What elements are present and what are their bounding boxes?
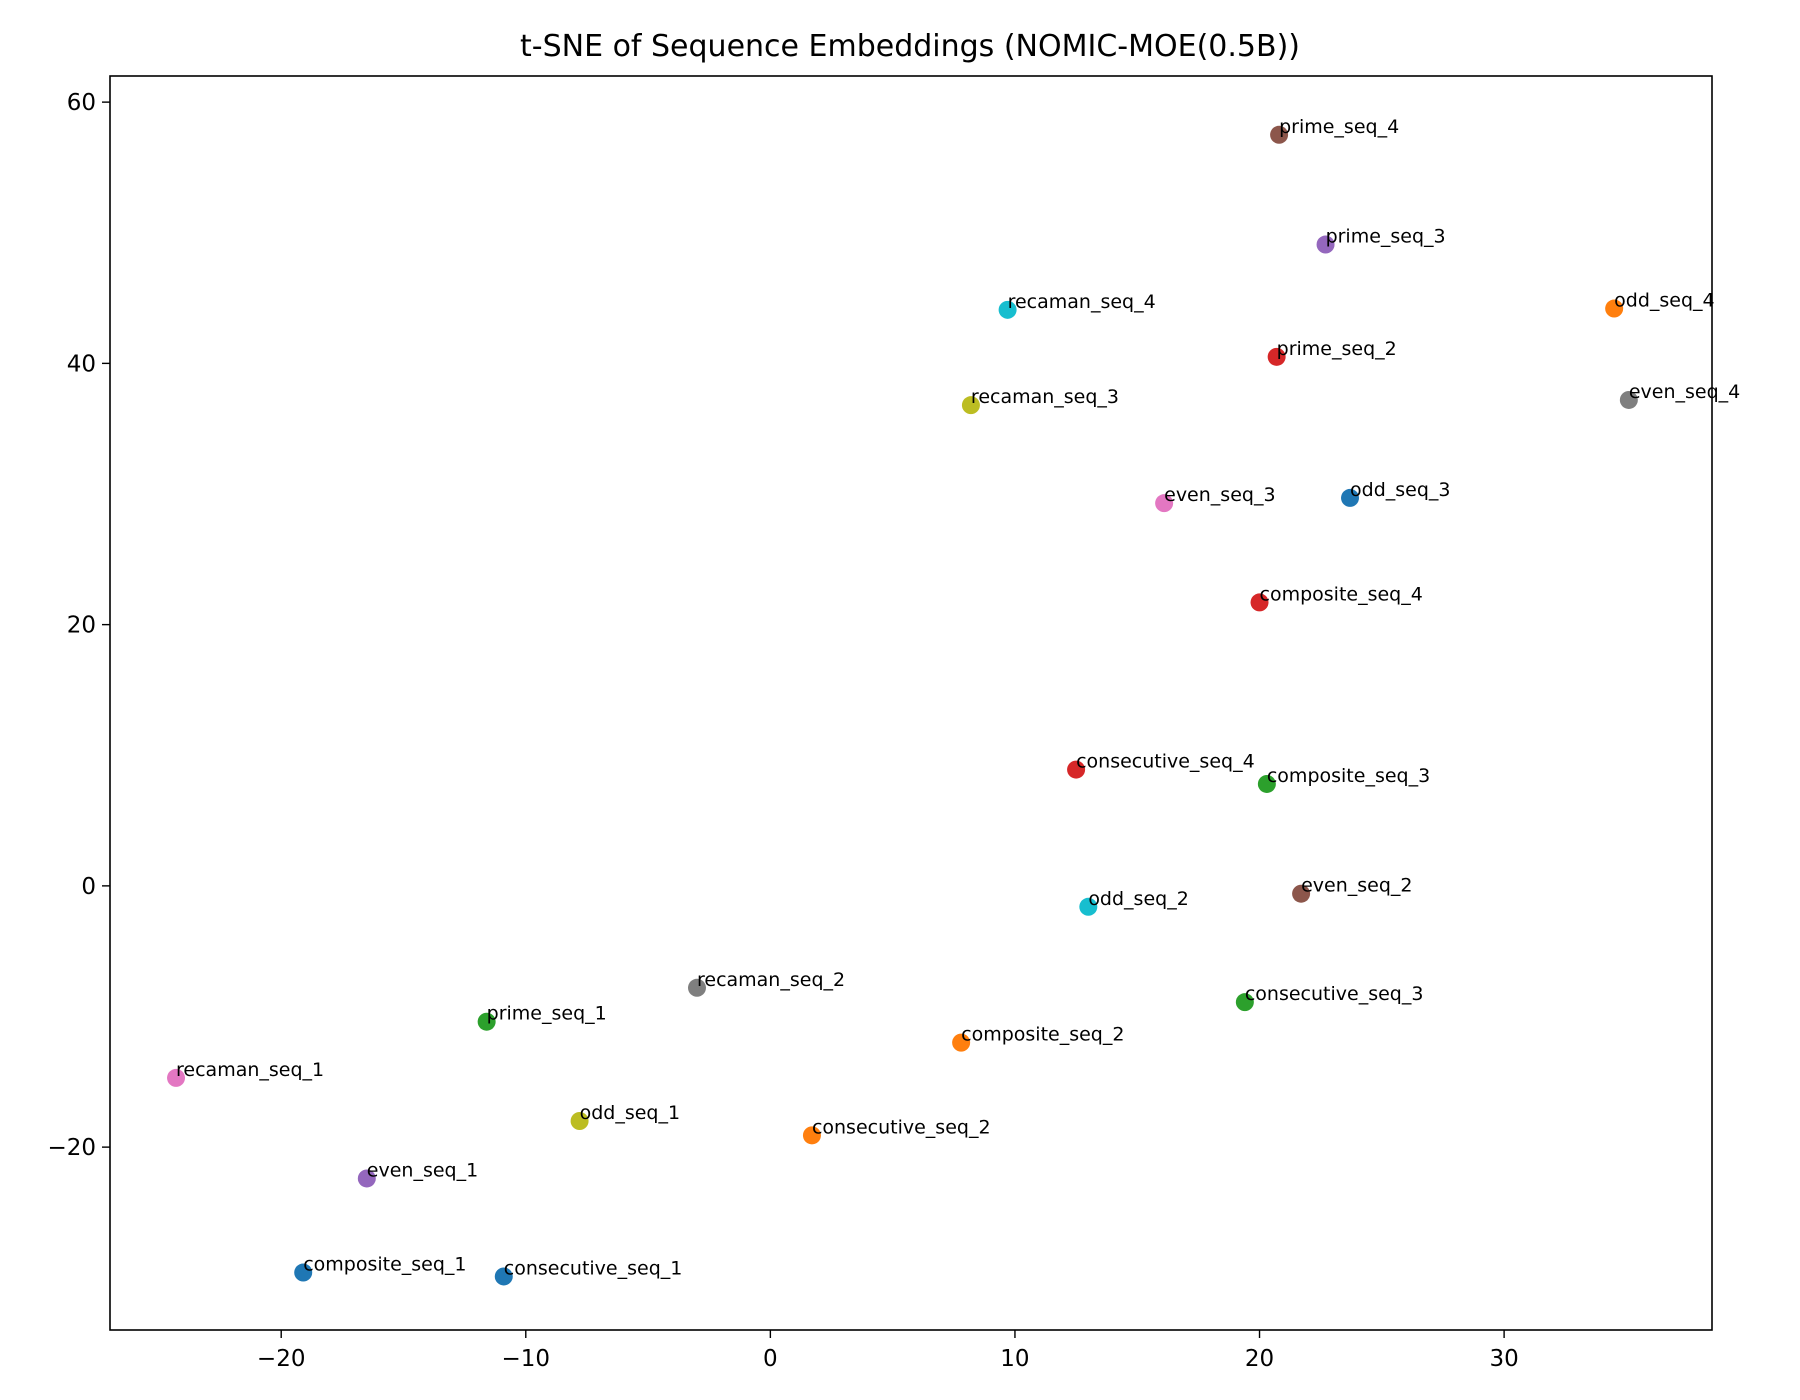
point-label: even_seq_1 <box>367 1159 478 1181</box>
x-tick-label: 0 <box>763 1346 778 1372</box>
scatter-point-prime-seq-1 <box>477 1012 496 1031</box>
x-axis: −20 −10 0 10 20 30 <box>257 1330 1519 1372</box>
x-tick-label: 30 <box>1489 1346 1518 1372</box>
scatter-point-odd-seq-1 <box>570 1112 589 1130</box>
point-label: composite_seq_2 <box>961 1024 1124 1046</box>
point-label: consecutive_seq_1 <box>504 1257 683 1279</box>
point-label: prime_seq_2 <box>1277 338 1397 360</box>
point-label: odd_seq_1 <box>580 1102 680 1124</box>
scatter-point-consecutive-seq-2 <box>802 1126 821 1145</box>
scatter-point-consecutive-seq-3 <box>1235 993 1254 1012</box>
point-label: odd_seq_4 <box>1614 290 1714 312</box>
y-axis: −20 0 20 40 60 <box>47 90 110 1161</box>
scatter-point-consecutive-seq-1 <box>494 1267 513 1286</box>
scatter-point-composite-seq-3 <box>1257 774 1276 793</box>
y-tick-label: 40 <box>67 351 96 377</box>
point-label: composite_seq_3 <box>1267 765 1430 787</box>
x-tick-label: 20 <box>1245 1346 1274 1372</box>
point-label: consecutive_seq_2 <box>812 1116 991 1138</box>
scatter-point-composite-seq-4 <box>1250 593 1269 612</box>
y-tick-label: 0 <box>81 874 96 900</box>
point-label: even_seq_2 <box>1301 875 1412 897</box>
point-label: odd_seq_2 <box>1088 888 1188 910</box>
point-label: prime_seq_4 <box>1279 116 1399 138</box>
scatter-point-prime-seq-2 <box>1267 347 1286 366</box>
point-label: even_seq_3 <box>1164 484 1275 506</box>
scatter-point-recaman-seq-2 <box>687 978 706 997</box>
point-label: recaman_seq_3 <box>971 386 1119 408</box>
point-label: prime_seq_3 <box>1326 226 1446 248</box>
y-tick-label: −20 <box>47 1135 96 1161</box>
scatter-point-odd-seq-2 <box>1079 897 1098 916</box>
scatter-point-composite-seq-1 <box>294 1263 313 1282</box>
scatter-point-even-seq-2 <box>1292 884 1311 903</box>
point-label: recaman_seq_2 <box>697 969 845 991</box>
point-label: consecutive_seq_3 <box>1245 983 1424 1005</box>
scatter-point-even-seq-1 <box>357 1169 376 1188</box>
scatter-point-odd-seq-3 <box>1341 488 1360 507</box>
point-label: prime_seq_1 <box>487 1003 607 1025</box>
point-labels: recaman_seq_1 even_seq_1 composite_seq_1 co… <box>176 116 1740 1280</box>
scatter-point-recaman-seq-1 <box>167 1068 186 1087</box>
scatter-point-consecutive-seq-4 <box>1067 760 1086 779</box>
scatter-point-recaman-seq-4 <box>998 300 1017 319</box>
scatter-point-composite-seq-2 <box>952 1033 971 1052</box>
scatter-point-odd-seq-4 <box>1605 299 1624 318</box>
scatter-points <box>167 125 1638 1286</box>
point-label: even_seq_4 <box>1629 381 1740 403</box>
point-label: recaman_seq_4 <box>1008 291 1156 313</box>
chart-title: t-SNE of Sequence Embeddings (NOMIC-MOE(… <box>520 29 1300 64</box>
y-tick-label: 20 <box>67 613 96 639</box>
point-label: consecutive_seq_4 <box>1076 751 1255 773</box>
scatter-point-even-seq-3 <box>1155 494 1174 513</box>
y-tick-label: 60 <box>67 90 96 116</box>
point-label: odd_seq_3 <box>1350 479 1450 501</box>
x-tick-label: −10 <box>502 1346 551 1372</box>
scatter-point-prime-seq-3 <box>1316 235 1335 254</box>
point-label: composite_seq_1 <box>303 1254 466 1276</box>
x-tick-label: 10 <box>1000 1346 1029 1372</box>
scatter-point-prime-seq-4 <box>1270 125 1289 144</box>
scatter-point-even-seq-4 <box>1619 390 1638 409</box>
x-tick-label: −20 <box>257 1346 306 1372</box>
point-label: composite_seq_4 <box>1260 583 1423 605</box>
plot-area-frame <box>109 75 1713 1331</box>
scatter-point-recaman-seq-3 <box>961 396 980 415</box>
point-label: recaman_seq_1 <box>176 1059 324 1081</box>
